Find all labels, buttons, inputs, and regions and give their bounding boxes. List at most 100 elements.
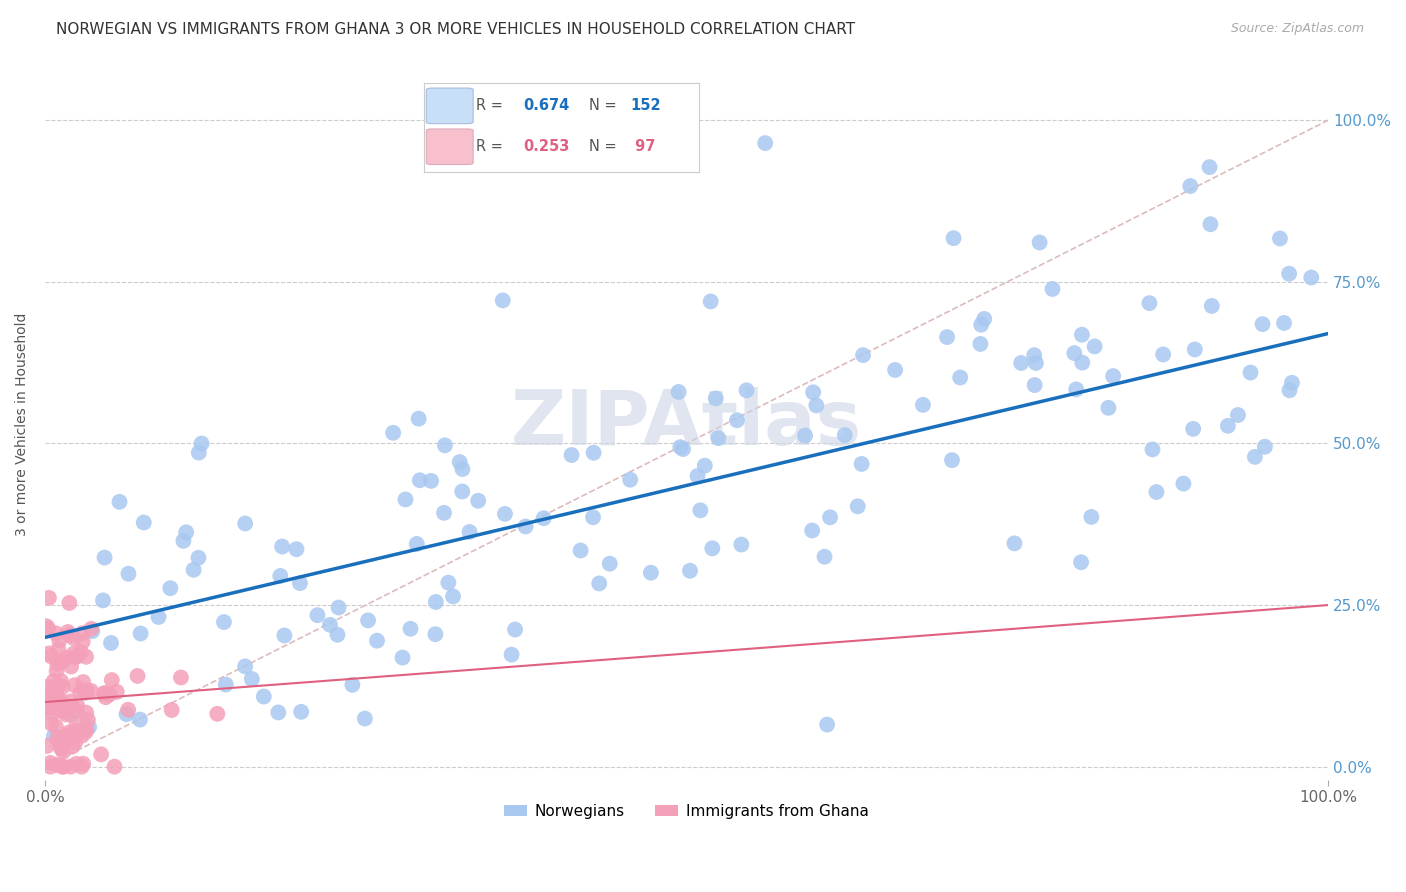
Point bbox=[56, 702, 79, 716]
Point bbox=[93, 686, 115, 700]
Point bbox=[39, 649, 62, 664]
Point bbox=[93, 686, 115, 700]
Point bbox=[46, 692, 69, 706]
Point bbox=[433, 438, 456, 452]
Point bbox=[1084, 339, 1107, 353]
Point bbox=[801, 385, 824, 400]
Point bbox=[640, 566, 662, 580]
Point bbox=[51, 760, 73, 774]
Point bbox=[1278, 267, 1301, 281]
Point bbox=[41, 716, 63, 731]
Point bbox=[56, 625, 79, 640]
Point bbox=[159, 581, 181, 595]
Point bbox=[70, 729, 93, 743]
Point bbox=[39, 690, 62, 705]
Point bbox=[233, 516, 256, 531]
Point bbox=[72, 626, 94, 640]
Point bbox=[82, 624, 104, 639]
Point bbox=[72, 634, 94, 648]
Point bbox=[458, 524, 481, 539]
Point bbox=[290, 705, 312, 719]
Point bbox=[160, 703, 183, 717]
Legend: Norwegians, Immigrants from Ghana: Norwegians, Immigrants from Ghana bbox=[498, 798, 875, 825]
Point bbox=[75, 706, 97, 720]
Point bbox=[73, 683, 96, 698]
Point bbox=[342, 678, 364, 692]
Point bbox=[1025, 356, 1047, 370]
Point bbox=[75, 724, 97, 739]
Point bbox=[725, 413, 748, 427]
Point bbox=[45, 626, 67, 640]
Point bbox=[1144, 485, 1167, 500]
Point bbox=[1254, 440, 1277, 454]
Point bbox=[806, 399, 828, 413]
Point bbox=[51, 655, 73, 669]
Point bbox=[1071, 356, 1094, 370]
Point bbox=[852, 348, 875, 362]
Point bbox=[1080, 510, 1102, 524]
Point bbox=[449, 455, 471, 469]
Point bbox=[949, 370, 972, 384]
Point bbox=[1184, 343, 1206, 357]
Point bbox=[63, 632, 86, 646]
Point bbox=[1042, 282, 1064, 296]
Point bbox=[48, 633, 70, 648]
Point bbox=[1199, 217, 1222, 231]
Point bbox=[288, 576, 311, 591]
Point bbox=[65, 756, 87, 771]
Point bbox=[93, 550, 115, 565]
Point bbox=[38, 591, 60, 605]
Point bbox=[1010, 356, 1032, 370]
Point bbox=[794, 428, 817, 442]
Point bbox=[55, 707, 77, 722]
Point bbox=[58, 628, 80, 642]
Point bbox=[174, 525, 197, 540]
Point bbox=[60, 659, 83, 673]
Point bbox=[582, 446, 605, 460]
Point bbox=[52, 745, 75, 759]
Point bbox=[127, 669, 149, 683]
Point bbox=[39, 760, 62, 774]
Point bbox=[834, 428, 856, 442]
Point bbox=[69, 685, 91, 699]
Point bbox=[190, 436, 212, 450]
Point bbox=[353, 712, 375, 726]
Point bbox=[42, 681, 65, 696]
Point bbox=[730, 537, 752, 551]
Point bbox=[52, 734, 75, 748]
Point bbox=[80, 622, 103, 636]
Point bbox=[1201, 299, 1223, 313]
Point bbox=[75, 686, 97, 700]
Point bbox=[391, 650, 413, 665]
Point bbox=[212, 615, 235, 629]
Point bbox=[1198, 160, 1220, 174]
Point bbox=[433, 506, 456, 520]
Point bbox=[689, 503, 711, 517]
Point bbox=[183, 563, 205, 577]
Point bbox=[80, 684, 103, 698]
Point bbox=[366, 633, 388, 648]
Point bbox=[818, 510, 841, 524]
Point bbox=[65, 650, 87, 665]
Point bbox=[501, 648, 523, 662]
Point bbox=[1239, 366, 1261, 380]
Point bbox=[425, 627, 447, 641]
Point bbox=[37, 680, 59, 694]
Point bbox=[969, 337, 991, 351]
Point bbox=[60, 739, 83, 754]
Point bbox=[41, 707, 63, 722]
Point bbox=[72, 675, 94, 690]
Text: Source: ZipAtlas.com: Source: ZipAtlas.com bbox=[1230, 22, 1364, 36]
Point bbox=[44, 700, 66, 714]
Point bbox=[619, 473, 641, 487]
Point bbox=[1004, 536, 1026, 550]
Point bbox=[1142, 442, 1164, 457]
Point bbox=[37, 622, 59, 636]
Point bbox=[59, 760, 82, 774]
Point bbox=[1070, 555, 1092, 569]
Point bbox=[1063, 346, 1085, 360]
Point bbox=[394, 492, 416, 507]
Point bbox=[42, 673, 65, 688]
Point bbox=[52, 704, 75, 718]
Point bbox=[492, 293, 515, 308]
